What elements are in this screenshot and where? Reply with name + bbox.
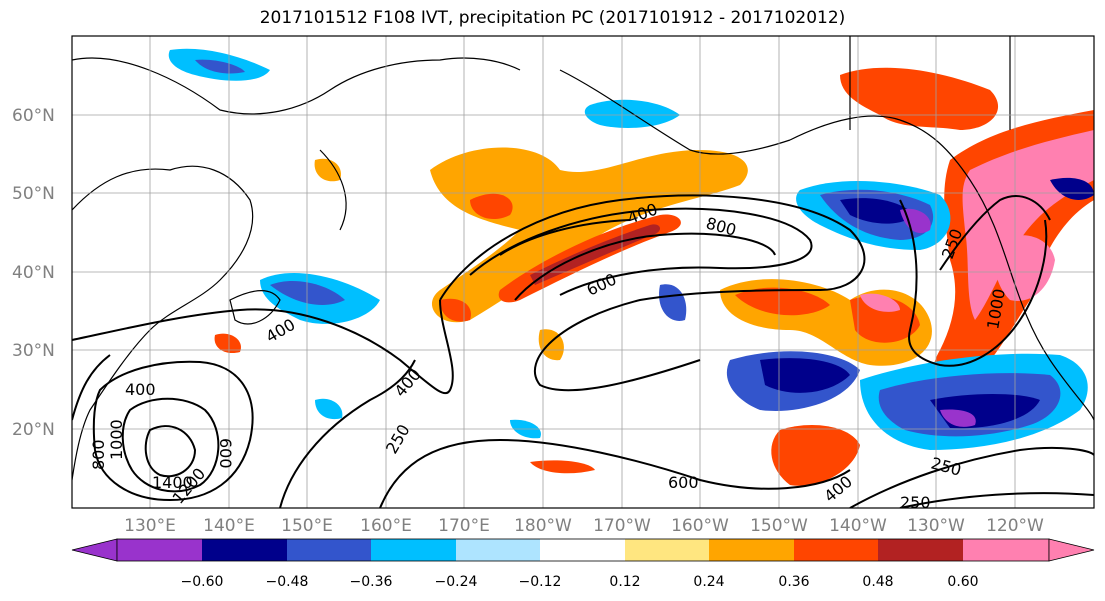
precip-area-red xyxy=(440,298,471,322)
colorbar-tick-label: −0.48 xyxy=(266,574,309,590)
lon-label: 120°W xyxy=(986,516,1044,536)
map-content: 400 800 600 400 250 400 250 600 400 800 … xyxy=(72,36,1094,512)
graticule xyxy=(72,36,1094,508)
precip-area-red xyxy=(470,193,513,220)
colorbar-tick-label: −0.60 xyxy=(181,574,224,590)
colorbar-tick-labels: −0.60 −0.48 −0.36 −0.24 −0.12 0.12 0.24 … xyxy=(181,574,979,590)
precip-area-navy xyxy=(840,198,915,224)
precip-area-red xyxy=(735,287,830,316)
lon-label: 160°E xyxy=(360,516,412,536)
colorbar-extend-min xyxy=(71,538,118,562)
colorbar-tick-label: 0.36 xyxy=(778,574,809,590)
lat-label-20n: 20°N xyxy=(12,420,55,440)
colorbar-segment xyxy=(794,539,878,561)
precip-area-orange xyxy=(430,147,748,323)
colorbar-segment xyxy=(963,539,1049,561)
colorbar-segment xyxy=(625,539,709,561)
contour-label: 400 xyxy=(125,380,156,399)
contour-label: 600 xyxy=(668,473,699,492)
precip-area-purple xyxy=(940,409,976,427)
lon-label: 140°W xyxy=(829,516,887,536)
lon-label: 160°W xyxy=(671,516,729,536)
colorbar-segment xyxy=(287,539,371,561)
colorbar-segment xyxy=(456,539,540,561)
coastlines xyxy=(72,36,1094,481)
precip-area-blue xyxy=(659,284,687,321)
precip-area-pink xyxy=(860,293,900,312)
latitude-labels: 60°N 50°N 40°N 30°N 20°N xyxy=(12,106,55,440)
precip-area-navy xyxy=(760,358,850,393)
contour-label: 1000 xyxy=(107,419,126,460)
colorbar-tick-label: 0.60 xyxy=(947,574,978,590)
colorbar-tick-label: −0.12 xyxy=(519,574,562,590)
precip-area-blue xyxy=(195,59,245,74)
precip-area-red xyxy=(771,425,860,486)
longitude-labels: 130°E 140°E 150°E 160°E 170°E 180°W 170°… xyxy=(124,516,1044,536)
contour-label: 250 xyxy=(900,493,931,512)
lat-label-30n: 30°N xyxy=(12,341,55,361)
precip-area-red xyxy=(214,333,241,354)
contour-label: 800 xyxy=(89,439,108,470)
colorbar-segment xyxy=(371,539,456,561)
precip-area-purple xyxy=(900,208,931,234)
lat-label-50n: 50°N xyxy=(12,184,55,204)
colorbar-tick-label: 0.12 xyxy=(609,574,640,590)
ivt-contours xyxy=(72,194,1094,508)
colorbar-segment xyxy=(540,539,625,561)
colorbar-segment xyxy=(878,539,963,561)
precip-area-pink xyxy=(962,130,1094,320)
colorbar-segment xyxy=(709,539,794,561)
lon-label: 170°W xyxy=(593,516,651,536)
colorbar-segment xyxy=(202,539,287,561)
colorbar-tick-label: −0.24 xyxy=(435,574,478,590)
map-title: 2017101512 F108 IVT, precipitation PC (2… xyxy=(259,8,846,28)
lon-label: 130°E xyxy=(124,516,176,536)
precip-area-navy xyxy=(1050,177,1094,200)
precip-area-red xyxy=(530,460,595,474)
contour-label: 1400 xyxy=(152,473,193,492)
colorbar-segment xyxy=(117,539,202,561)
colorbar-extend-max xyxy=(1048,538,1095,562)
contour-label: 600 xyxy=(216,438,235,469)
colorbar-tick-label: −0.36 xyxy=(350,574,393,590)
colorbar-segments xyxy=(116,538,1050,562)
colorbar-tick-label: 0.48 xyxy=(862,574,893,590)
lon-label: 150°E xyxy=(281,516,333,536)
colorbar: −0.60 −0.48 −0.36 −0.24 −0.12 0.12 0.24 … xyxy=(71,538,1095,590)
lon-label: 140°E xyxy=(203,516,255,536)
precip-area-cyan xyxy=(315,398,343,420)
lon-label: 170°E xyxy=(438,516,490,536)
lon-label: 180°W xyxy=(514,516,572,536)
precip-area-red xyxy=(850,296,920,343)
precip-area-blue xyxy=(270,280,345,305)
colorbar-tick-label: 0.24 xyxy=(693,574,724,590)
lon-label: 150°W xyxy=(750,516,808,536)
precip-area-red xyxy=(840,67,999,130)
lat-label-40n: 40°N xyxy=(12,263,55,283)
precip-area-pink xyxy=(994,235,1055,301)
lon-label: 130°W xyxy=(907,516,965,536)
precip-area-orange xyxy=(314,158,341,182)
map-frame xyxy=(71,35,1095,509)
lat-label-60n: 60°N xyxy=(12,106,55,126)
